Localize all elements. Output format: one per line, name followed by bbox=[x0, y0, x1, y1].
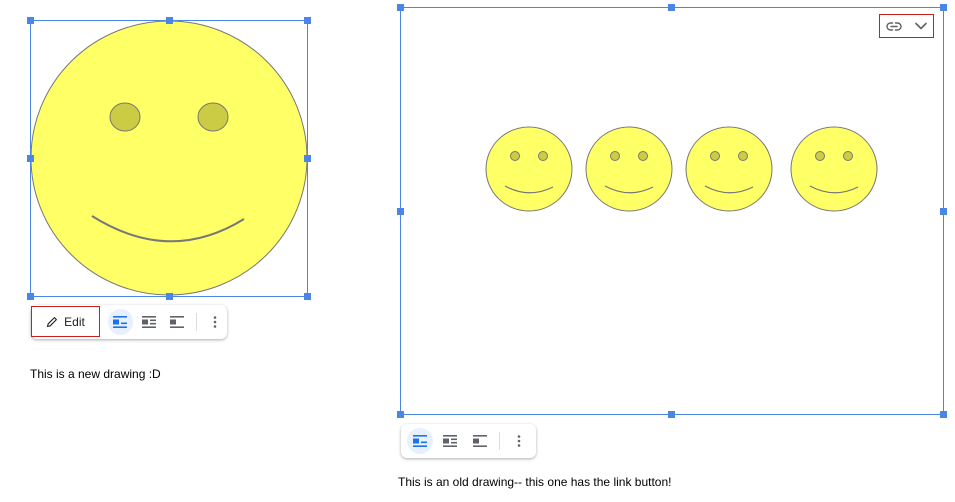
wrap-inline-icon bbox=[413, 435, 427, 447]
resize-handle-ne[interactable] bbox=[940, 4, 947, 11]
selection-box bbox=[30, 20, 308, 297]
resize-handle-n[interactable] bbox=[166, 17, 173, 24]
small-smiley-4 bbox=[790, 126, 878, 212]
small-smiley-2 bbox=[585, 126, 673, 212]
image-options-toolbar bbox=[401, 424, 536, 458]
wrap-text-button[interactable] bbox=[437, 428, 463, 454]
smiley-mouth bbox=[91, 215, 245, 243]
selection-box bbox=[400, 7, 944, 415]
resize-handle-e[interactable] bbox=[304, 155, 311, 162]
toolbar-divider bbox=[195, 313, 197, 331]
small-smiley-1 bbox=[485, 126, 573, 212]
wrap-text-icon bbox=[141, 316, 156, 328]
break-text-button[interactable] bbox=[165, 309, 190, 335]
wrap-text-button[interactable] bbox=[137, 309, 162, 335]
wrap-inline-button[interactable] bbox=[407, 428, 433, 454]
more-options-button[interactable] bbox=[506, 428, 532, 454]
break-text-icon bbox=[170, 316, 185, 328]
wrap-inline-button[interactable] bbox=[108, 309, 133, 335]
wrap-inline-icon bbox=[113, 316, 128, 328]
image-options-toolbar bbox=[31, 305, 227, 339]
resize-handle-w[interactable] bbox=[397, 208, 404, 215]
resize-handle-s[interactable] bbox=[668, 411, 675, 418]
more-options-button[interactable] bbox=[202, 309, 227, 335]
break-text-icon bbox=[473, 435, 487, 447]
resize-handle-e[interactable] bbox=[940, 208, 947, 215]
resize-handle-nw[interactable] bbox=[27, 17, 34, 24]
linked-drawing-controls bbox=[879, 14, 934, 38]
more-vert-icon bbox=[517, 435, 521, 447]
resize-handle-se[interactable] bbox=[940, 411, 947, 418]
toolbar-divider bbox=[499, 432, 500, 450]
resize-handle-w[interactable] bbox=[27, 155, 34, 162]
new-drawing-caption: This is a new drawing :D bbox=[30, 367, 161, 381]
edit-drawing-button[interactable]: Edit bbox=[31, 306, 100, 337]
chevron-down-icon[interactable] bbox=[914, 22, 927, 30]
break-text-button[interactable] bbox=[467, 428, 493, 454]
edit-button-label: Edit bbox=[64, 314, 85, 329]
resize-handle-ne[interactable] bbox=[304, 17, 311, 24]
resize-handle-n[interactable] bbox=[668, 4, 675, 11]
smileys-drawing bbox=[485, 126, 878, 212]
small-smiley-3 bbox=[685, 126, 773, 212]
more-vert-icon bbox=[213, 316, 217, 328]
resize-handle-sw[interactable] bbox=[397, 411, 404, 418]
pencil-icon bbox=[47, 316, 58, 327]
old-drawing-caption: This is an old drawing-- this one has th… bbox=[398, 475, 672, 489]
resize-handle-sw[interactable] bbox=[27, 293, 34, 300]
resize-handle-nw[interactable] bbox=[397, 4, 404, 11]
wrap-text-icon bbox=[443, 435, 457, 447]
smiley-left-eye bbox=[109, 102, 141, 132]
resize-handle-s[interactable] bbox=[166, 293, 173, 300]
smiley-right-eye bbox=[197, 102, 229, 132]
link-icon[interactable] bbox=[886, 21, 902, 31]
resize-handle-se[interactable] bbox=[304, 293, 311, 300]
